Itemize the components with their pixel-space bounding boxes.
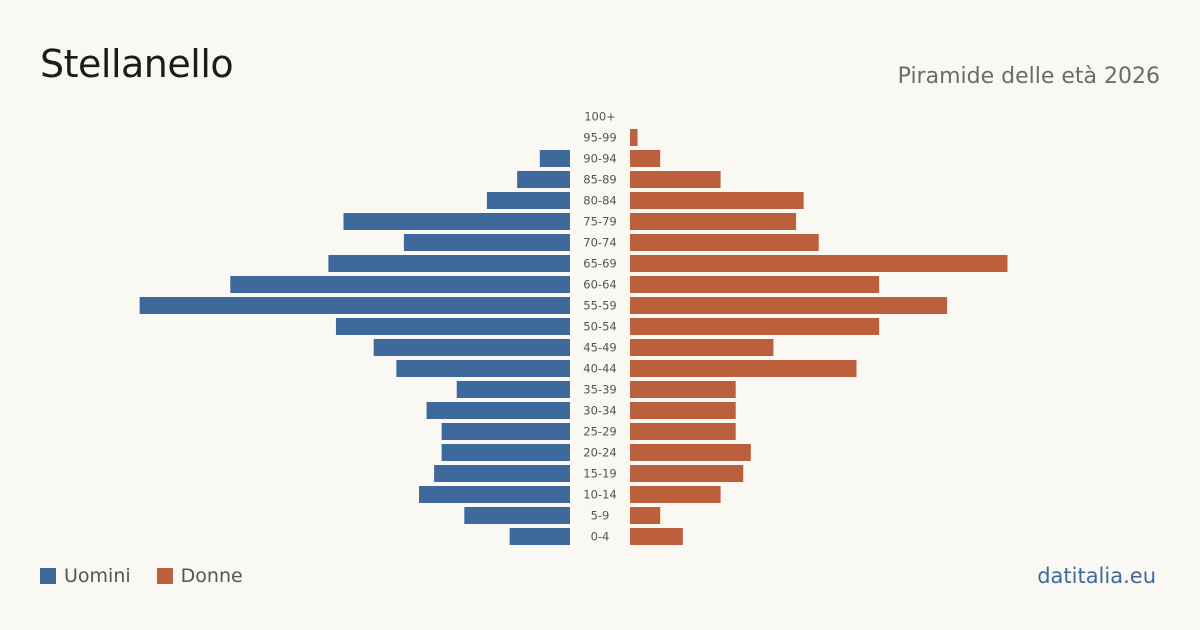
page-title: Stellanello [40, 42, 234, 86]
bar-men-80-84 [486, 192, 570, 209]
bar-women-20-24 [630, 444, 751, 461]
bar-men-90-94 [539, 150, 570, 167]
bar-women-40-44 [630, 360, 857, 377]
age-label-10-14: 10-14 [583, 488, 616, 502]
legend-swatch-men [40, 568, 56, 584]
age-label-60-64: 60-64 [583, 278, 616, 292]
age-label-40-44: 40-44 [583, 362, 616, 376]
chart-subtitle: Piramide delle età 2026 [897, 64, 1160, 89]
bar-women-90-94 [630, 150, 661, 167]
legend-item-women: Donne [156, 565, 243, 587]
age-label-100plus: 100+ [584, 110, 616, 124]
age-label-65-69: 65-69 [583, 257, 616, 271]
age-label-5-9: 5-9 [591, 509, 610, 523]
bar-women-45-49 [630, 339, 774, 356]
bar-women-0-4 [630, 528, 683, 545]
bar-women-10-14 [630, 486, 721, 503]
age-label-55-59: 55-59 [583, 299, 616, 313]
legend-item-men: Uomini [40, 565, 131, 587]
bar-women-55-59 [630, 297, 948, 314]
age-label-75-79: 75-79 [583, 215, 616, 229]
bar-men-70-74 [403, 234, 570, 251]
bar-men-20-24 [441, 444, 570, 461]
bar-men-50-54 [335, 318, 570, 335]
bar-men-40-44 [396, 360, 570, 377]
bar-men-5-9 [464, 507, 570, 524]
age-label-20-24: 20-24 [583, 446, 616, 460]
bar-men-0-4 [509, 528, 570, 545]
bar-women-65-69 [630, 255, 1008, 272]
bar-women-95-99 [630, 129, 638, 146]
age-label-85-89: 85-89 [583, 173, 616, 187]
bar-women-25-29 [630, 423, 736, 440]
bar-men-55-59 [139, 297, 570, 314]
age-label-15-19: 15-19 [583, 467, 616, 481]
bar-women-85-89 [630, 171, 721, 188]
bar-men-10-14 [419, 486, 570, 503]
bar-men-25-29 [441, 423, 570, 440]
legend-label-women: Donne [180, 565, 243, 587]
bar-men-65-69 [328, 255, 570, 272]
age-label-0-4: 0-4 [591, 530, 610, 544]
bar-men-60-64 [230, 276, 570, 293]
bar-men-15-19 [434, 465, 570, 482]
age-label-70-74: 70-74 [583, 236, 616, 250]
bar-women-30-34 [630, 402, 736, 419]
bar-men-30-34 [426, 402, 570, 419]
age-label-90-94: 90-94 [583, 152, 616, 166]
age-label-80-84: 80-84 [583, 194, 616, 208]
legend-label-men: Uomini [64, 565, 131, 587]
bar-men-85-89 [517, 171, 570, 188]
bar-women-15-19 [630, 465, 744, 482]
chart-legend: Uomini Donne [40, 565, 269, 587]
bar-women-70-74 [630, 234, 819, 251]
age-label-45-49: 45-49 [583, 341, 616, 355]
bar-women-60-64 [630, 276, 880, 293]
age-label-25-29: 25-29 [583, 425, 616, 439]
bar-men-35-39 [456, 381, 570, 398]
legend-swatch-women [156, 568, 173, 584]
bar-men-45-49 [373, 339, 570, 356]
bar-women-50-54 [630, 318, 880, 335]
age-label-95-99: 95-99 [583, 131, 616, 145]
bar-women-5-9 [630, 507, 661, 524]
age-label-30-34: 30-34 [583, 404, 616, 418]
bar-women-75-79 [630, 213, 797, 230]
age-label-35-39: 35-39 [583, 383, 616, 397]
bar-men-75-79 [343, 213, 570, 230]
brand-link[interactable]: datitalia.eu [1037, 564, 1156, 588]
bar-women-80-84 [630, 192, 804, 209]
age-label-50-54: 50-54 [583, 320, 616, 334]
bar-women-35-39 [630, 381, 736, 398]
